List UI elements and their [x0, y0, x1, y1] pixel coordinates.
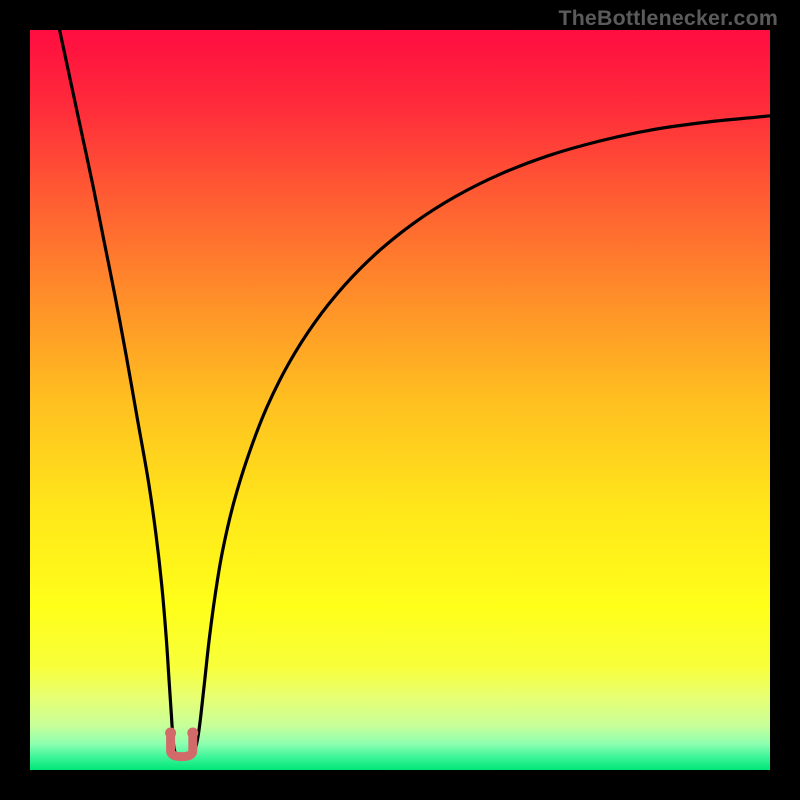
plot-area	[30, 30, 770, 770]
watermark-text: TheBottlenecker.com	[558, 6, 778, 31]
minimum-marker-cap-right	[187, 728, 198, 739]
minimum-marker-cap-left	[165, 728, 176, 739]
bottleneck-curve	[60, 30, 770, 757]
curve-layer	[30, 30, 770, 770]
minimum-marker	[165, 728, 198, 757]
chart-stage: { "source_watermark": { "text": "TheBott…	[0, 0, 800, 800]
